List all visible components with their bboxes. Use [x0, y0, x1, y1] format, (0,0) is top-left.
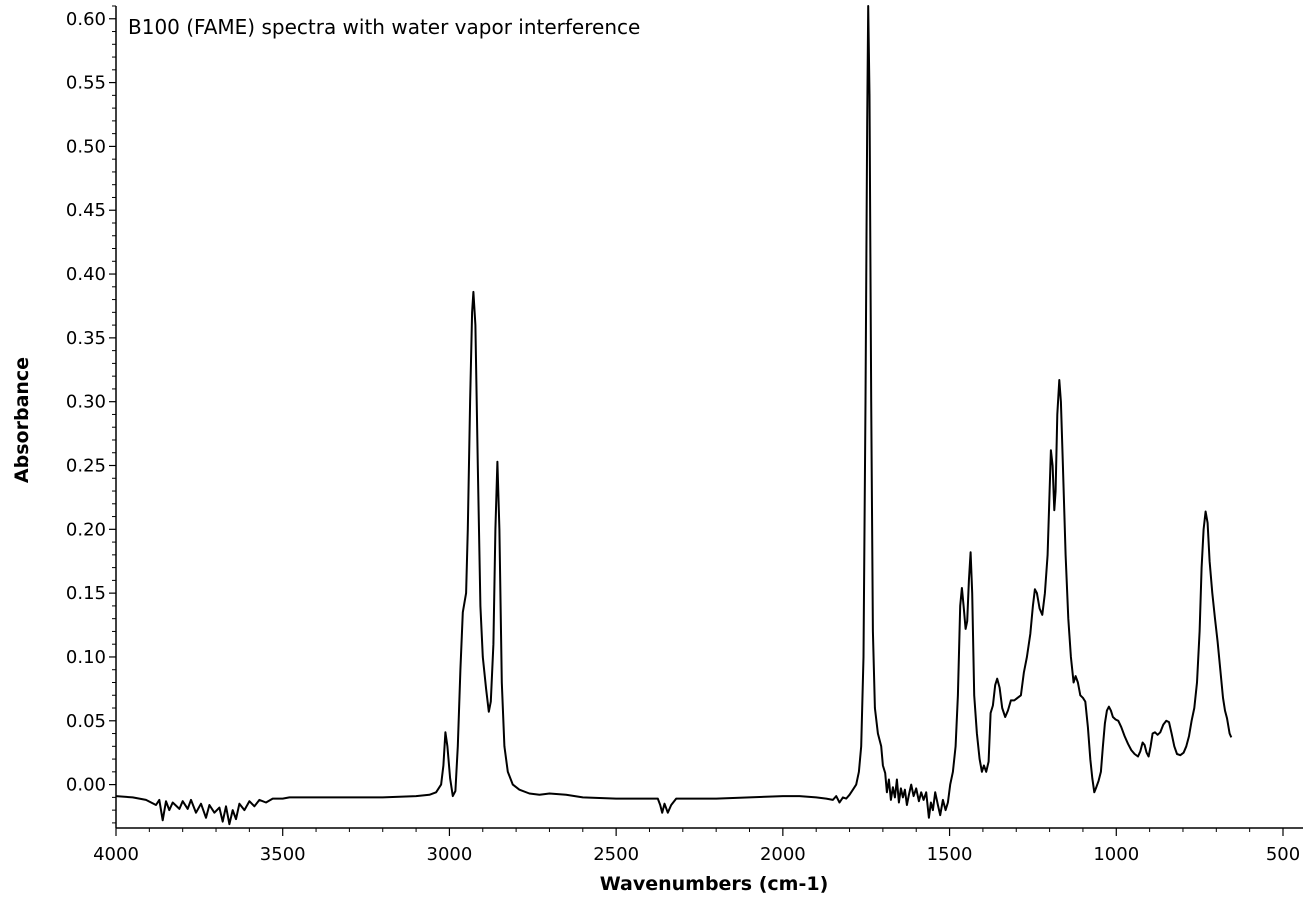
y-tick-label: 0.60: [66, 9, 106, 30]
spectrum-line: [115, 5, 1233, 826]
x-tick-label: 500: [1266, 844, 1300, 865]
y-tick-label: 0.40: [66, 264, 106, 285]
y-tick-label: 0.45: [66, 200, 106, 221]
x-tick-label: 1000: [1093, 844, 1139, 865]
plot-frame: [115, 6, 1303, 829]
x-ticks: 4000 3500 3000 2500 2000 1500 1000 500: [93, 828, 1300, 865]
y-tick-label: 0.30: [66, 392, 106, 413]
x-tick-label: 2500: [593, 844, 639, 865]
y-tick-label: 0.35: [66, 328, 106, 349]
x-tick-label: 2000: [760, 844, 806, 865]
x-tick-label: 1500: [927, 844, 973, 865]
x-tick-label: 3500: [260, 844, 306, 865]
y-tick-label: 0.00: [66, 775, 106, 796]
y-tick-label: 0.15: [66, 583, 106, 604]
y-ticks: 0.00 0.05 0.10 0.15 0.20 0.25 0.30 0.35 0.40 0.45…: [66, 5, 116, 824]
y-tick-label: 0.20: [66, 519, 106, 540]
x-tick-label: 4000: [93, 844, 139, 865]
y-tick-label: 0.10: [66, 647, 106, 668]
x-tick-label: 3000: [427, 844, 473, 865]
chart-title: B100 (FAME) spectra with water vapor int…: [128, 15, 640, 39]
y-tick-label: 0.25: [66, 456, 106, 477]
y-tick-label: 0.05: [66, 711, 106, 732]
y-axis-title: Absorbance: [11, 357, 33, 483]
y-tick-label: 0.50: [66, 136, 106, 157]
x-axis-title: Wavenumbers (cm-1): [600, 873, 829, 895]
y-tick-label: 0.55: [66, 73, 106, 94]
